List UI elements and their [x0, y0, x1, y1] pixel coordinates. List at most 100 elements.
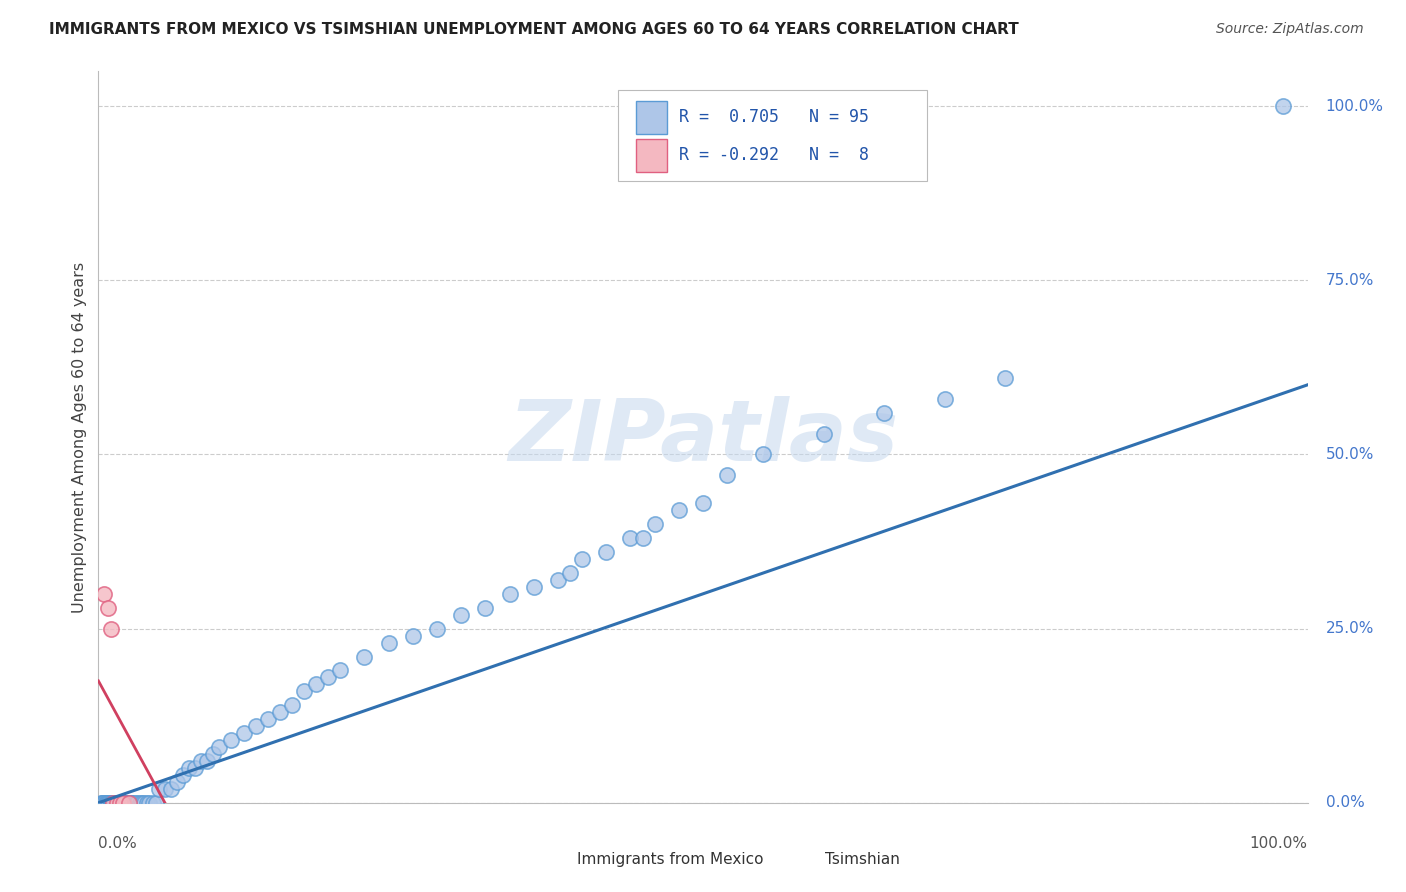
Point	[619, 531, 641, 545]
Point	[98, 796, 121, 810]
Point	[112, 796, 135, 810]
Point	[131, 796, 153, 810]
Point	[172, 768, 194, 782]
Point	[121, 796, 143, 810]
FancyBboxPatch shape	[637, 138, 666, 171]
Point	[101, 796, 124, 810]
Point	[498, 587, 520, 601]
Text: 0.0%: 0.0%	[1326, 796, 1364, 810]
Point	[120, 796, 142, 810]
Point	[107, 796, 129, 810]
Point	[353, 649, 375, 664]
Point	[93, 796, 115, 810]
Point	[91, 796, 114, 810]
Point	[118, 796, 141, 810]
Point	[716, 468, 738, 483]
Point	[115, 796, 138, 810]
Point	[269, 705, 291, 719]
Point	[148, 781, 170, 796]
Point	[105, 796, 128, 810]
Point	[91, 796, 114, 810]
Point	[108, 796, 131, 810]
Point	[256, 712, 278, 726]
FancyBboxPatch shape	[619, 90, 927, 181]
Y-axis label: Unemployment Among Ages 60 to 64 years: Unemployment Among Ages 60 to 64 years	[72, 261, 87, 613]
Text: R =  0.705   N = 95: R = 0.705 N = 95	[679, 108, 869, 126]
Point	[377, 635, 399, 649]
Point	[316, 670, 339, 684]
Point	[103, 796, 125, 810]
Point	[184, 761, 207, 775]
Point	[96, 796, 118, 810]
Point	[595, 545, 617, 559]
Point	[100, 796, 122, 810]
FancyBboxPatch shape	[534, 847, 569, 871]
Point	[138, 796, 160, 810]
Point	[232, 726, 254, 740]
Point	[934, 392, 956, 406]
Point	[571, 552, 593, 566]
Point	[111, 796, 134, 810]
FancyBboxPatch shape	[637, 101, 666, 134]
Point	[329, 664, 352, 678]
Point	[118, 796, 141, 810]
Text: ZIPatlas: ZIPatlas	[508, 395, 898, 479]
Point	[474, 600, 496, 615]
Point	[752, 448, 775, 462]
Point	[103, 796, 125, 810]
Point	[111, 796, 134, 810]
Point	[179, 761, 201, 775]
Point	[426, 622, 449, 636]
Text: Source: ZipAtlas.com: Source: ZipAtlas.com	[1216, 22, 1364, 37]
Point	[450, 607, 472, 622]
Point	[105, 796, 128, 810]
Text: 50.0%: 50.0%	[1326, 447, 1374, 462]
Point	[98, 796, 121, 810]
Point	[281, 698, 304, 713]
Point	[208, 740, 231, 755]
Point	[305, 677, 328, 691]
Point	[142, 796, 165, 810]
Point	[547, 573, 569, 587]
Text: 25.0%: 25.0%	[1326, 621, 1374, 636]
Point	[128, 796, 150, 810]
Point	[402, 629, 425, 643]
Point	[145, 796, 167, 810]
Point	[668, 503, 690, 517]
Point	[160, 781, 183, 796]
Text: R = -0.292   N =  8: R = -0.292 N = 8	[679, 146, 869, 164]
Point	[107, 796, 129, 810]
Point	[135, 796, 157, 810]
Point	[195, 754, 218, 768]
Point	[202, 747, 225, 761]
Point	[523, 580, 546, 594]
Point	[100, 622, 122, 636]
Point	[104, 796, 127, 810]
Point	[96, 796, 118, 810]
Point	[97, 796, 120, 810]
Point	[110, 796, 132, 810]
Text: Immigrants from Mexico: Immigrants from Mexico	[578, 852, 763, 867]
Point	[93, 796, 115, 810]
Point	[153, 781, 176, 796]
Text: 75.0%: 75.0%	[1326, 273, 1374, 288]
Point	[558, 566, 581, 580]
Point	[100, 796, 122, 810]
Point	[94, 796, 117, 810]
Point	[97, 600, 120, 615]
Point	[104, 796, 127, 810]
Point	[100, 796, 122, 810]
Point	[97, 796, 120, 810]
Point	[245, 719, 267, 733]
Point	[101, 796, 124, 810]
Point	[134, 796, 156, 810]
Point	[692, 496, 714, 510]
Point	[124, 796, 146, 810]
Point	[118, 796, 141, 810]
FancyBboxPatch shape	[782, 847, 818, 871]
Point	[93, 587, 115, 601]
Point	[100, 796, 122, 810]
Point	[813, 426, 835, 441]
Point	[127, 796, 149, 810]
Point	[117, 796, 139, 810]
